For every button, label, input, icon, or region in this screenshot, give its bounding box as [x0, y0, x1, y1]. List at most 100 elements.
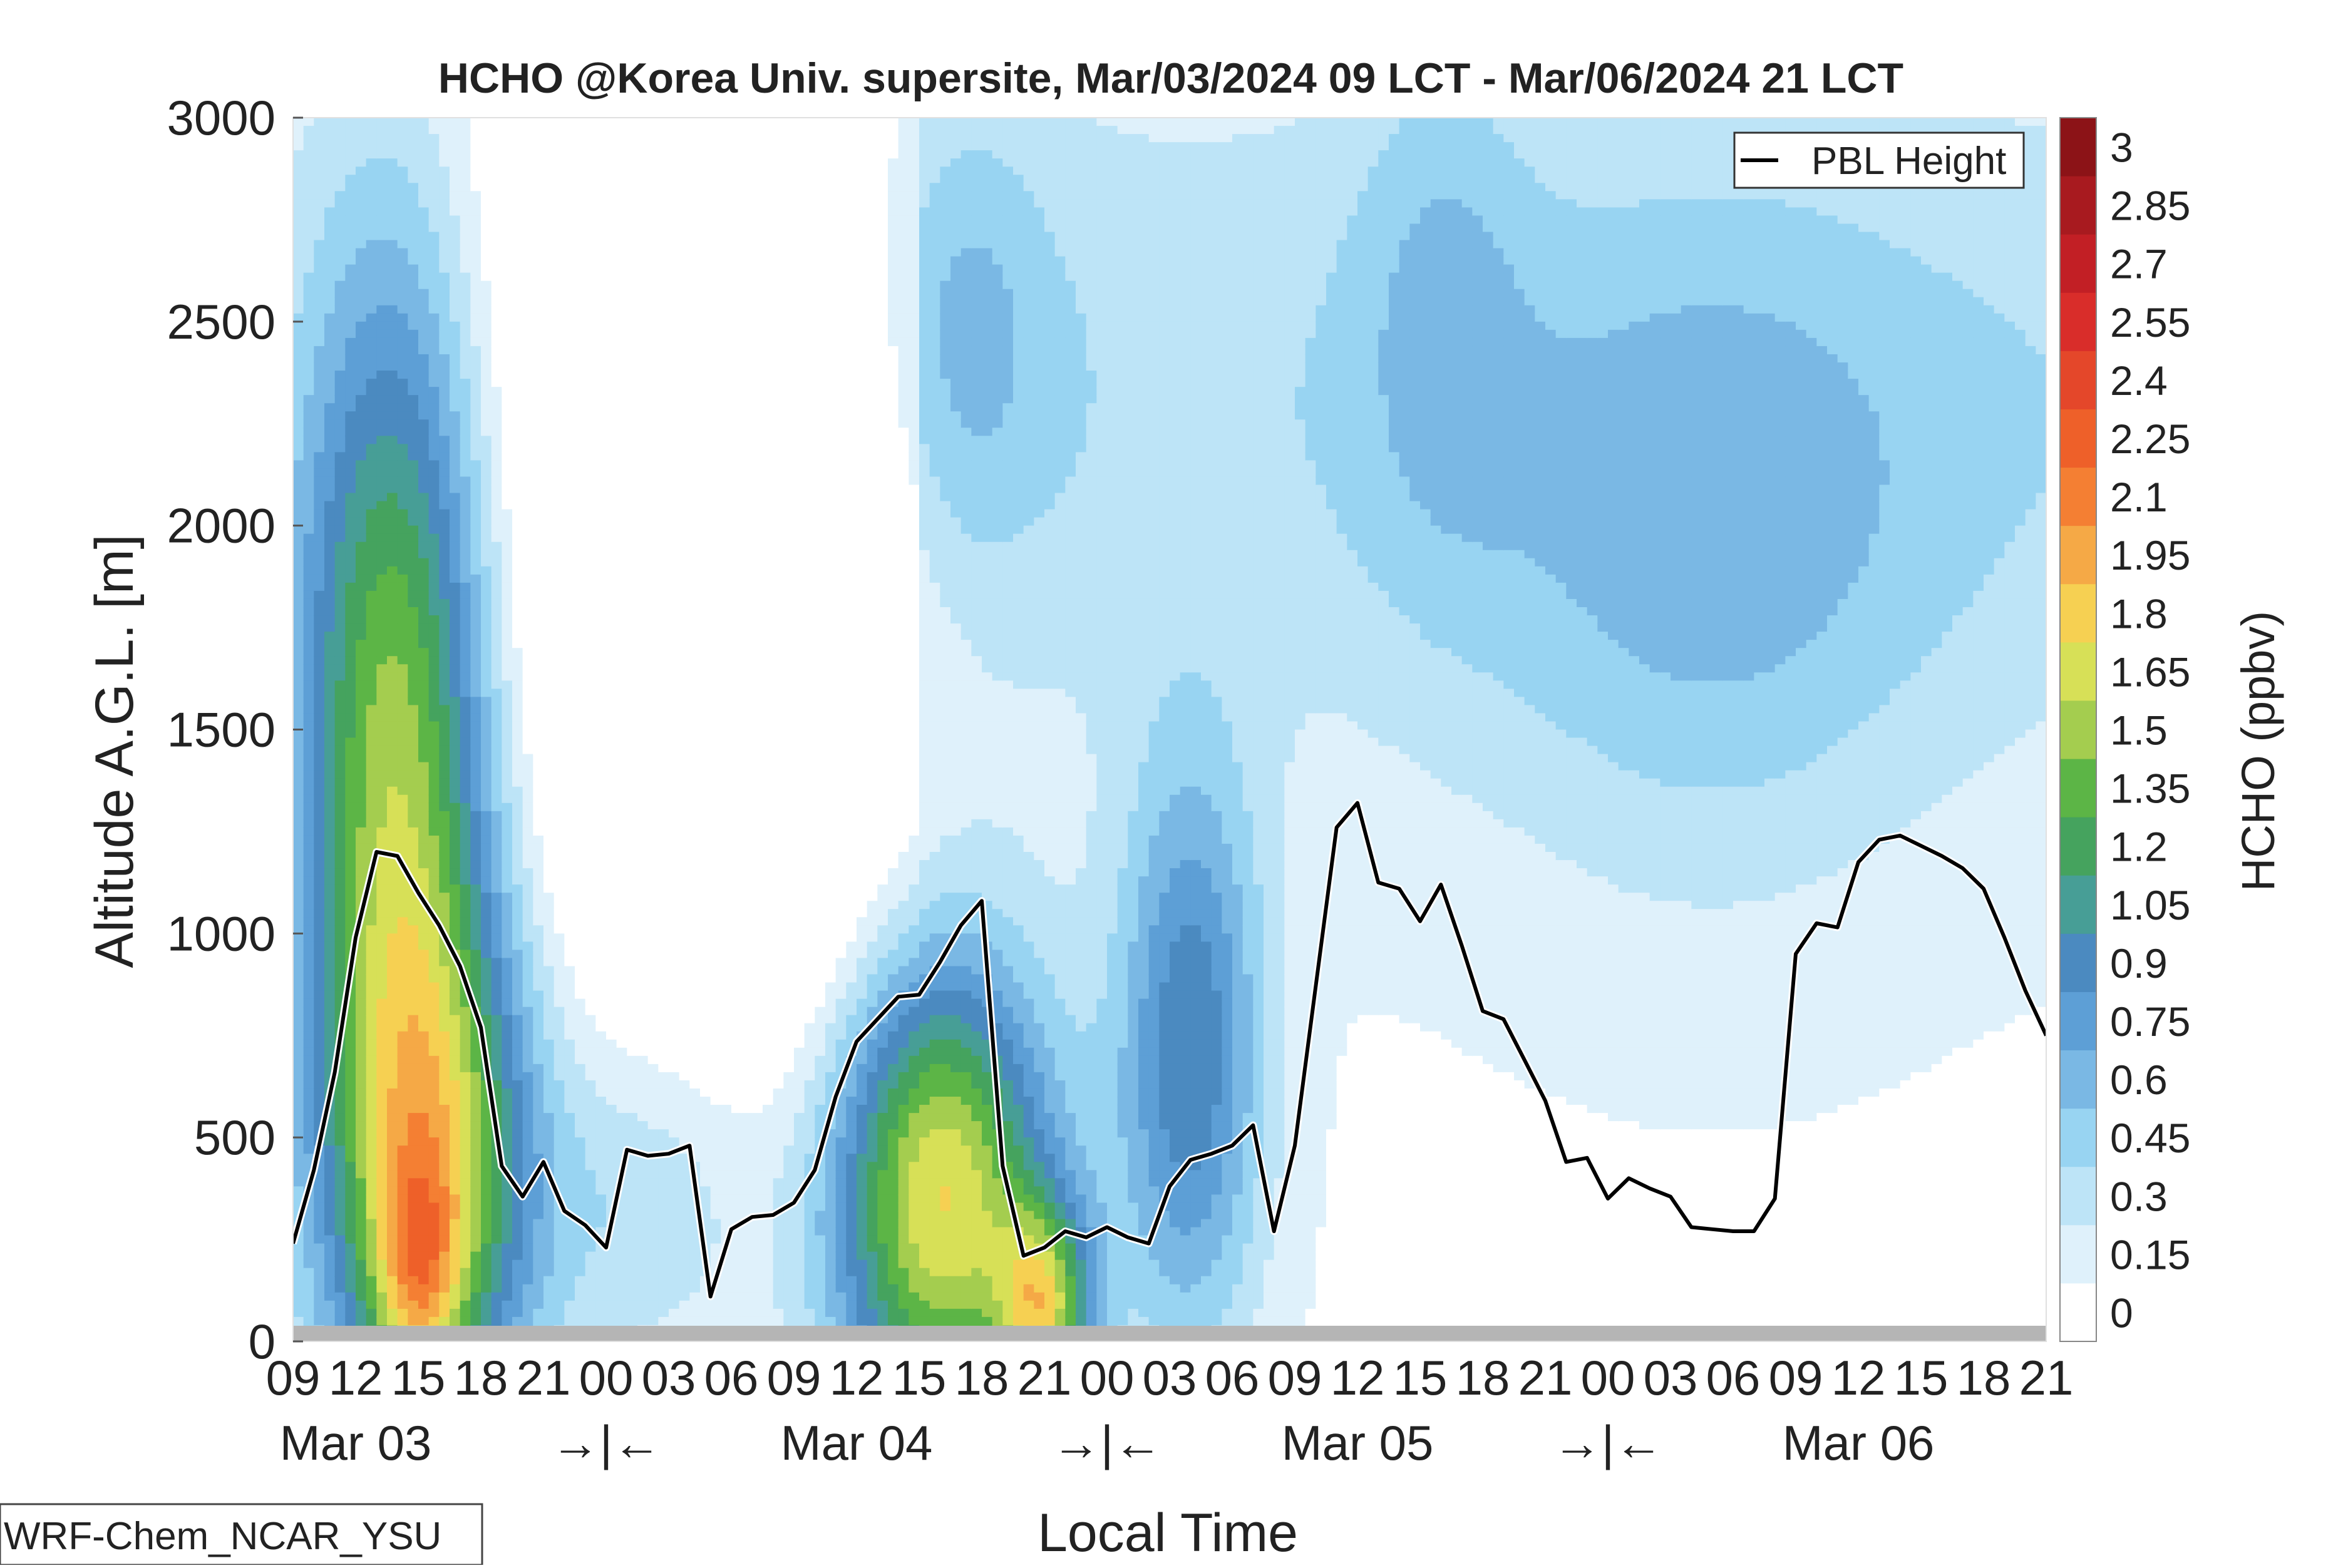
hcho-cell: [450, 1243, 461, 1253]
hcho-cell: [533, 558, 544, 567]
hcho-cell: [397, 876, 409, 885]
hcho-cell: [397, 215, 409, 225]
hcho-cell: [522, 615, 534, 624]
hcho-cell: [460, 1292, 471, 1301]
hcho-cell: [334, 1105, 346, 1114]
hcho-cell: [314, 909, 325, 918]
hcho-cell: [460, 1316, 471, 1326]
hcho-cell: [585, 167, 597, 176]
hcho-cell: [564, 223, 575, 233]
hcho-cell: [522, 1300, 534, 1309]
hcho-cell: [334, 933, 346, 943]
hcho-cell: [533, 990, 544, 1000]
hcho-cell: [376, 721, 388, 730]
hcho-cell: [564, 436, 575, 445]
hcho-cell: [522, 493, 534, 502]
hcho-cell: [418, 827, 430, 836]
hcho-cell: [533, 917, 544, 926]
hcho-cell: [564, 901, 575, 910]
hcho-cell: [387, 933, 398, 943]
hcho-cell: [491, 313, 503, 322]
hcho-cell: [481, 207, 492, 217]
hcho-cell: [428, 403, 440, 412]
hcho-cell: [356, 1284, 367, 1293]
hcho-cell: [512, 525, 523, 535]
hcho-cell: [627, 835, 638, 844]
hcho-cell: [324, 721, 336, 730]
hcho-cell: [470, 207, 481, 217]
hcho-cell: [481, 142, 492, 151]
hcho-cell: [585, 476, 597, 486]
hcho-cell: [345, 1097, 356, 1105]
hcho-cell: [470, 476, 481, 486]
hcho-cell: [595, 1129, 607, 1138]
hcho-cell: [533, 566, 544, 575]
hcho-cell: [408, 656, 419, 665]
hcho-cell: [418, 990, 430, 1000]
hcho-cell: [387, 1031, 398, 1040]
hcho-cell: [314, 1063, 325, 1073]
hcho-cell: [428, 680, 440, 690]
hcho-cell: [470, 697, 481, 706]
hcho-cell: [303, 1088, 315, 1097]
hcho-cell: [575, 1039, 586, 1048]
hcho-cell: [408, 958, 419, 967]
hcho-cell: [356, 762, 367, 771]
hcho-cell: [439, 215, 450, 225]
hcho-cell: [418, 860, 430, 869]
hcho-cell: [606, 778, 617, 787]
hcho-cell: [293, 1300, 304, 1309]
hcho-cell: [543, 280, 555, 290]
hcho-cell: [324, 689, 336, 698]
hcho-cell: [470, 403, 481, 412]
hcho-cell: [293, 615, 304, 624]
hcho-cell: [585, 590, 597, 600]
hcho-cell: [533, 1105, 544, 1114]
hcho-cell: [324, 264, 336, 274]
hcho-cell: [616, 321, 628, 331]
hcho-cell: [554, 1097, 565, 1105]
hcho-cell: [408, 517, 419, 526]
hcho-cell: [564, 762, 575, 771]
hcho-cell: [481, 1308, 492, 1318]
hcho-cell: [481, 648, 492, 657]
hcho-cell: [470, 1063, 481, 1073]
hcho-cell: [575, 199, 586, 208]
hcho-cell: [356, 1039, 367, 1048]
hcho-cell: [345, 1219, 356, 1228]
hcho-cell: [418, 786, 430, 796]
hcho-cell: [314, 860, 325, 869]
hcho-cell: [533, 248, 544, 257]
hcho-cell: [408, 167, 419, 176]
hcho-cell: [533, 1080, 544, 1089]
hcho-cell: [595, 1268, 607, 1277]
hcho-cell: [606, 158, 617, 167]
hcho-cell: [616, 517, 628, 526]
hcho-cell: [324, 607, 336, 616]
hcho-cell: [376, 1243, 388, 1253]
hcho-cell: [376, 607, 388, 616]
hcho-cell: [606, 689, 617, 698]
hcho-cell: [387, 256, 398, 265]
hcho-cell: [606, 346, 617, 355]
hcho-cell: [460, 746, 471, 755]
hcho-cell: [324, 1235, 336, 1244]
hcho-cell: [376, 1145, 388, 1155]
hcho-cell: [387, 476, 398, 486]
hcho-cell: [575, 1015, 586, 1024]
hcho-cell: [606, 379, 617, 387]
hcho-cell: [616, 566, 628, 575]
hcho-cell: [314, 1284, 325, 1293]
hcho-cell: [491, 558, 503, 567]
hcho-cell: [595, 183, 607, 192]
hcho-cell: [491, 1202, 503, 1212]
hcho-cell: [376, 419, 388, 429]
hcho-cell: [627, 689, 638, 698]
hcho-cell: [564, 256, 575, 265]
hcho-cell: [314, 974, 325, 983]
hcho-cell: [314, 256, 325, 265]
hcho-cell: [627, 770, 638, 779]
hcho-cell: [502, 240, 513, 249]
hcho-cell: [334, 632, 346, 640]
hcho-cell: [502, 672, 513, 682]
